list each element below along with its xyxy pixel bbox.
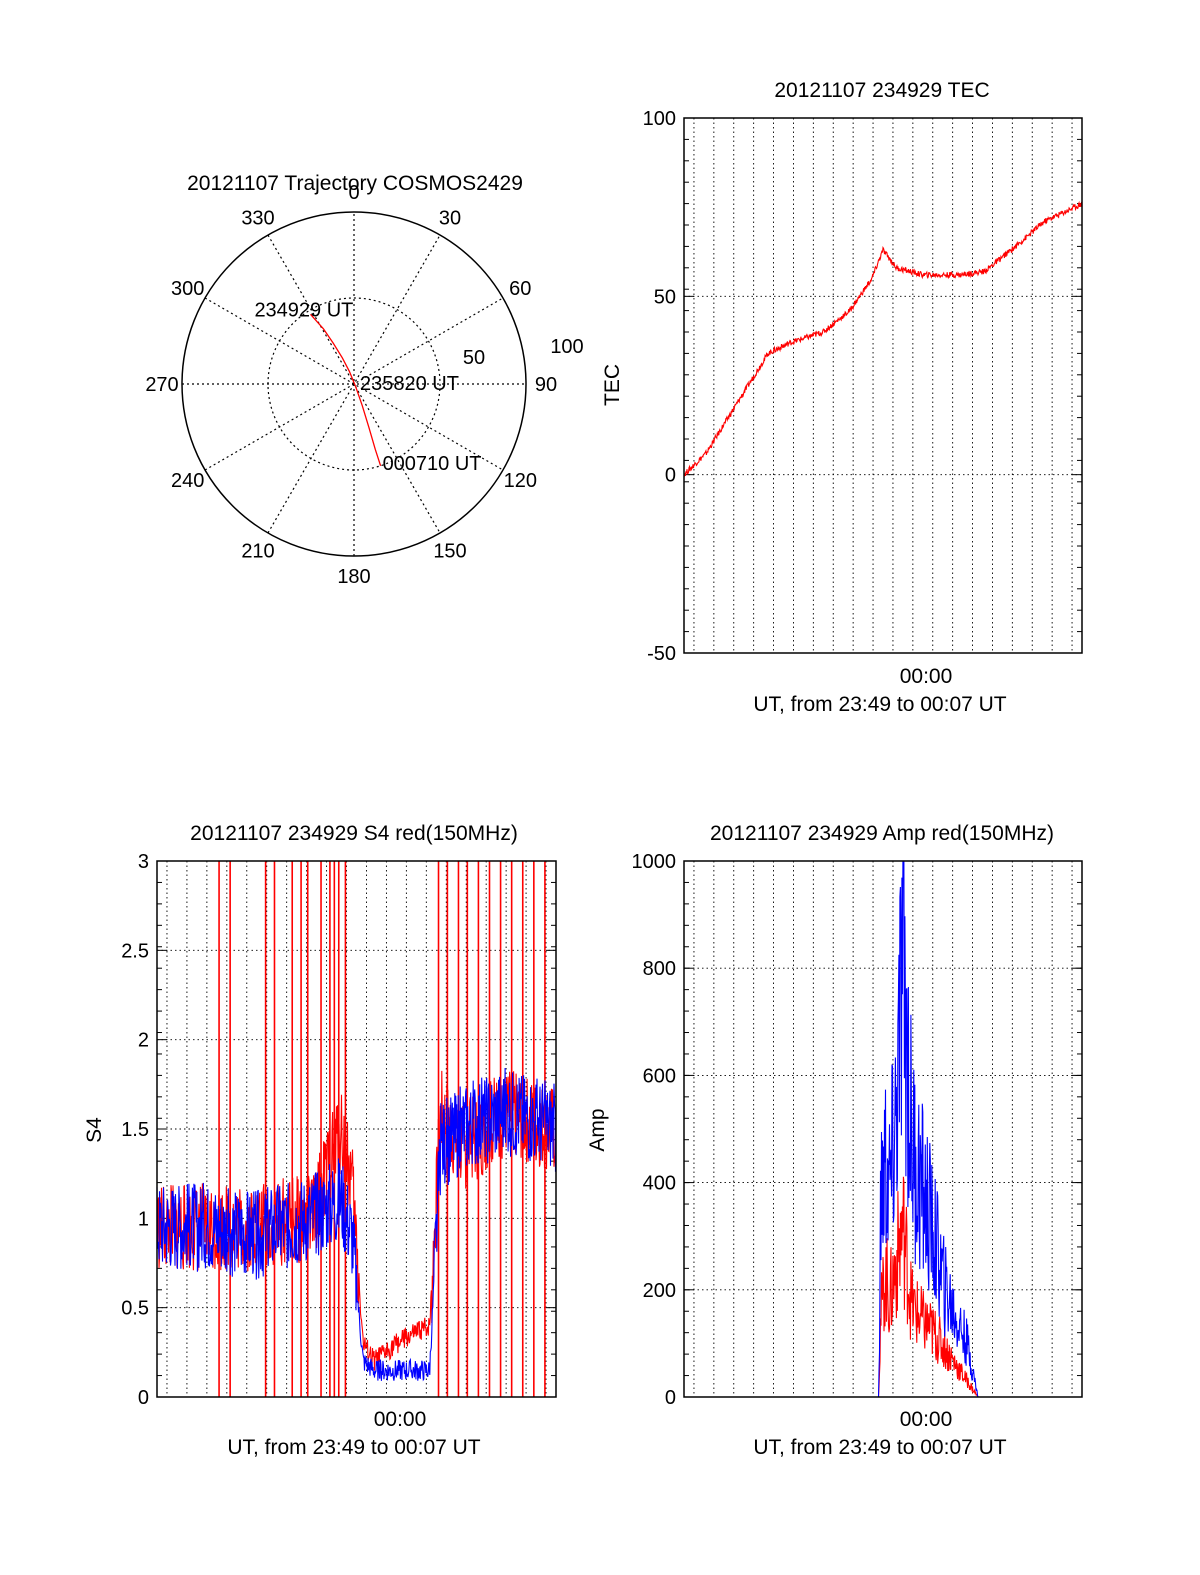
azimuth-label: 120	[504, 470, 537, 492]
y-tick-label: 1	[138, 1208, 149, 1230]
azimuth-label: 270	[145, 374, 178, 396]
grid	[684, 118, 1082, 653]
plot-frame	[683, 117, 1083, 654]
y-tick-label: 0.5	[121, 1298, 149, 1320]
y-tick-label: 0	[665, 1387, 676, 1409]
y-tick-label: 2.5	[121, 940, 149, 962]
y-tick-label: 3	[138, 851, 149, 873]
azimuth-label: 150	[433, 540, 466, 562]
azimuth-label: 0	[348, 182, 359, 204]
y-tick-label: 800	[643, 958, 676, 980]
azimuth-label: 90	[535, 374, 557, 396]
y-tick-label: -50	[647, 643, 676, 665]
y-tick-label: 1.5	[121, 1119, 149, 1141]
y-tick-label: 0	[138, 1387, 149, 1409]
azimuth-label: 30	[439, 208, 461, 230]
amp-panel: 20121107 234929 Amp red(150MHz) Amp 00:0…	[586, 822, 1083, 1459]
series-group	[683, 200, 1083, 478]
amp-title: 20121107 234929 Amp red(150MHz)	[710, 822, 1054, 845]
radial-labels: 50 100	[463, 336, 584, 369]
trajectory-polar-plot: 20121107 Trajectory COSMOS2429 0 30 60 90 12…	[145, 172, 583, 588]
amp-xlabel: UT, from 23:49 to 00:07 UT	[753, 1436, 1006, 1459]
tec-xlabel: UT, from 23:49 to 00:07 UT	[753, 693, 1006, 716]
s4-ylabel: S4	[83, 1117, 106, 1143]
trajectory-point-label: 000710 UT	[383, 453, 482, 475]
azimuth-label: 210	[241, 540, 274, 562]
radial-label: 50	[463, 347, 485, 369]
polar-title: 20121107 Trajectory COSMOS2429	[187, 172, 523, 195]
grid	[684, 861, 1082, 1397]
y-tick-label: 0	[665, 465, 676, 487]
y-tick-label: 100	[643, 108, 676, 130]
plot-frame	[156, 860, 557, 1398]
azimuth-label: 300	[171, 278, 204, 300]
series-line-blue	[156, 1067, 557, 1382]
series-line-blue	[684, 860, 1082, 1398]
trajectory-point-label: 235820 UT	[360, 373, 459, 395]
s4-xtick-label: 00:00	[374, 1408, 427, 1431]
tec-title: 20121107 234929 TEC	[774, 79, 989, 102]
s4-panel: 20121107 234929 S4 red(150MHz) S4 00:00 …	[83, 822, 557, 1459]
azimuth-label: 180	[337, 566, 370, 588]
azimuth-label: 240	[171, 470, 204, 492]
y-tick-label: 600	[643, 1065, 676, 1087]
trajectory-path	[310, 313, 382, 466]
y-tick-label: 1000	[632, 851, 677, 873]
s4-title: 20121107 234929 S4 red(150MHz)	[190, 822, 518, 845]
trajectory-point-labels: 234929 UT 235820 UT 000710 UT	[254, 299, 481, 474]
plot-frame	[683, 860, 1083, 1398]
y-ticks: 0 200 400 600 800 1000	[632, 851, 1082, 1409]
trajectory-point-label: 234929 UT	[254, 299, 353, 321]
y-tick-label: 50	[654, 286, 676, 308]
series-line-red	[683, 200, 1083, 478]
amp-ylabel: Amp	[586, 1108, 609, 1151]
y-tick-label: 200	[643, 1280, 676, 1302]
trajectory-line	[310, 313, 382, 466]
y-tick-label: 400	[643, 1173, 676, 1195]
series-group	[156, 861, 557, 1397]
y-tick-label: 2	[138, 1030, 149, 1052]
azimuth-labels: 0 30 60 90 120 150 180 210 240 270 300 330	[145, 182, 557, 588]
tec-ylabel: TEC	[601, 364, 624, 406]
tec-panel: 20121107 234929 TEC TEC 00:00 UT, from 2…	[601, 79, 1083, 716]
tec-xtick-label: 00:00	[900, 665, 953, 688]
azimuth-label: 330	[241, 208, 274, 230]
series-group	[684, 860, 1082, 1398]
polar-inner-circle	[267, 297, 441, 471]
azimuth-label: 60	[509, 278, 531, 300]
radial-label: 100	[550, 336, 583, 358]
y-ticks: -50 0 50 100	[643, 108, 1082, 665]
amp-xtick-label: 00:00	[900, 1408, 953, 1431]
s4-xlabel: UT, from 23:49 to 00:07 UT	[227, 1436, 480, 1459]
